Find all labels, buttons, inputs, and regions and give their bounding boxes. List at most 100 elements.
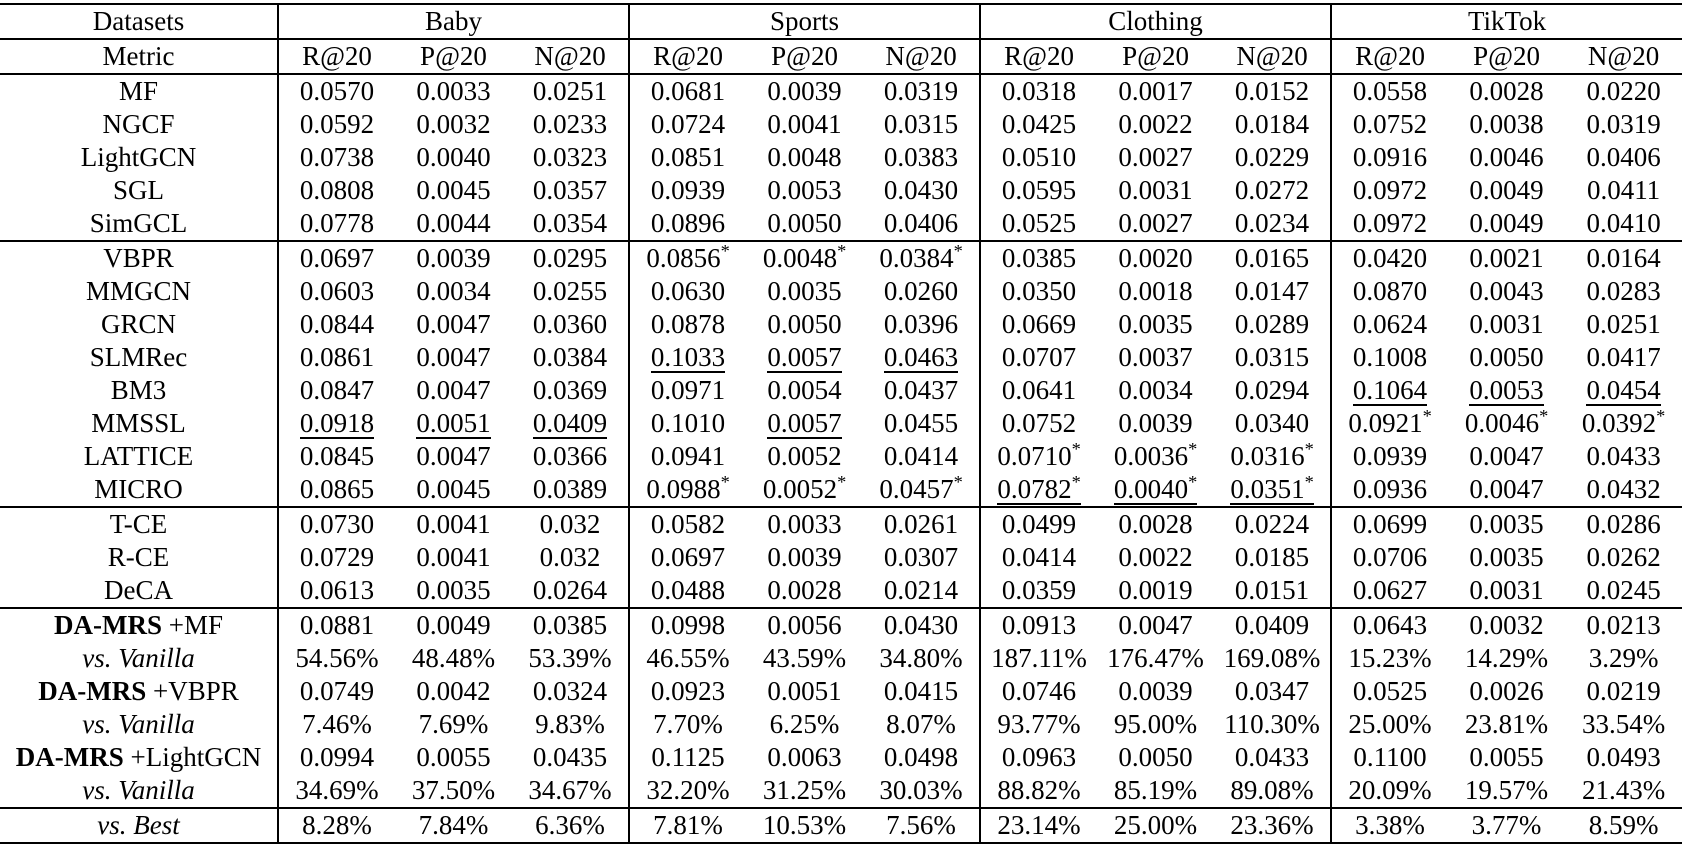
value-cell: 0.0558 [1352,76,1428,106]
value-cell: 0.0433 [1214,741,1333,774]
value-cell: 0.0037 [1118,342,1193,372]
value-cell: 0.0041 [416,509,491,539]
value-cell: 8.07% [863,708,982,741]
table-row: R-CE 0.0729 0.0041 0.032 0.0697 0.0039 0.0307 0… [0,541,1682,574]
value-cell: 0.0050 [1469,342,1544,372]
value-cell: 0.0039 [767,542,842,572]
value-cell: 0.0220 [1586,76,1661,106]
value-cell: 0.0046 [1469,142,1544,172]
value-cell: 0.0224 [1214,507,1333,541]
significance-star: * [1071,472,1081,492]
value-cell: 0.0021 [1469,243,1544,273]
table-row: vs. Vanilla 7.46% 7.69% 9.83% 7.70% 6.25% 8.07… [0,708,1682,741]
value-cell: 7.81% [629,808,747,844]
table-row: vs. Vanilla 54.56% 48.48% 53.39% 46.55% 43.59… [0,642,1682,675]
value-cell: 0.0430 [863,608,982,642]
value-cell: 0.0049 [1469,175,1544,205]
value-cell: 6.25% [769,709,840,739]
value-cell: 0.0808 [299,175,375,205]
value-cell: 0.0613 [278,574,395,609]
value-cell: 53.39% [512,642,631,675]
value-cell: 0.0582 [650,509,726,539]
row-label: T-CE [0,507,279,541]
table-row: T-CE 0.0730 0.0041 0.032 0.0582 0.0033 0.0261 0… [0,507,1682,541]
row-label: vs. Vanilla [0,642,279,675]
value-cell: 0.0034 [416,276,491,306]
significance-star: * [1071,439,1081,459]
value-cell: 54.56% [295,643,379,673]
value-cell: 187.11% [991,643,1087,673]
value-cell: 0.0047 [1469,441,1544,471]
value-cell: 93.77% [997,709,1081,739]
value-cell: 7.84% [395,808,512,844]
value-cell: 0.0410 [1565,207,1682,242]
value-cell: 0.0963 [1001,742,1077,772]
dataset-header-sports: Sports [629,3,982,40]
value-cell: 0.0047 [1118,610,1193,640]
value-cell: 0.0385 [512,608,631,642]
value-cell: 0.0729 [299,542,375,572]
value-cell: 85.19% [1097,774,1215,809]
row-label: LightGCN [0,141,279,174]
value-cell: 0.0706 [1352,542,1428,572]
table-row: vs. Best 8.28% 7.84% 6.36% 7.81% 10.53% 7.56% 2… [0,808,1682,844]
second-best-underline: 0.0040* [1113,472,1198,505]
value-cell: 0.0026 [1469,676,1544,706]
value-cell: 0.0746 [1001,676,1077,706]
second-best-underline: 0.0454 [1586,375,1661,406]
value-cell: 25.00% [1097,808,1215,844]
row-label: vs. Best [0,808,279,844]
metric-header: R@20 [1331,39,1449,75]
value-cell: 0.0036* [1113,439,1198,471]
value-cell: 0.0027 [1097,207,1215,242]
metric-corner-label: Metric [0,39,279,75]
value-cell: 0.0050 [746,207,864,242]
value-cell: 0.0383 [863,141,982,174]
value-cell: 0.0681 [650,76,726,106]
value-cell: 0.0251 [1586,309,1661,339]
value-cell: 0.0050 [1118,742,1193,772]
metric-header: P@20 [746,39,864,75]
row-label: DA-MRS +VBPR [0,675,279,708]
value-cell: 0.0624 [1352,309,1428,339]
value-cell: 0.0347 [1214,675,1333,708]
value-cell: 0.0041 [767,109,842,139]
value-cell: 0.0040* [1097,472,1215,508]
value-cell: 0.0385 [1001,243,1077,273]
value-cell: 0.0018 [1118,276,1193,306]
value-cell: 0.0027 [1118,142,1193,172]
value-cell: 176.47% [1107,643,1204,673]
value-cell: 89.08% [1214,774,1333,809]
value-cell: 7.56% [863,808,982,844]
second-best-underline: 0.0053 [1469,375,1544,406]
value-cell: 0.0396 [863,308,982,341]
value-cell: 0.0437 [863,374,982,407]
value-cell: 0.0022 [1118,109,1193,139]
value-cell: 0.1125 [651,742,725,772]
value-cell: 0.1033 [629,341,746,374]
value-cell: 0.0033 [767,509,842,539]
value-cell: 0.0047 [416,441,491,471]
value-cell: 0.0939 [1352,441,1428,471]
value-cell: 0.0354 [512,207,631,242]
value-cell: 0.0039 [416,243,491,273]
value-cell: 0.0048* [762,241,847,273]
dataset-header-clothing: Clothing [980,3,1333,40]
value-cell: 0.0457* [863,473,982,508]
value-cell: 0.0669 [1001,309,1077,339]
value-cell: 0.0053 [1448,374,1565,407]
significance-star: * [1656,406,1666,426]
value-cell: 0.0272 [1214,174,1333,207]
value-cell: 0.0921* [1348,406,1432,438]
value-cell: 0.1008 [1352,342,1428,372]
value-cell: 0.0730 [299,509,375,539]
value-cell: 30.03% [863,774,982,809]
value-cell: 8.59% [1565,808,1682,844]
value-cell: 0.0043 [1469,276,1544,306]
value-cell: 0.0913 [1001,610,1077,640]
value-cell: 25.00% [1348,709,1432,739]
table-row: MMGCN 0.0603 0.0034 0.0255 0.0630 0.0035 0.026… [0,275,1682,308]
value-cell: 0.0707 [1001,342,1077,372]
value-cell: 21.43% [1565,774,1682,809]
row-label: vs. Vanilla [0,774,279,809]
